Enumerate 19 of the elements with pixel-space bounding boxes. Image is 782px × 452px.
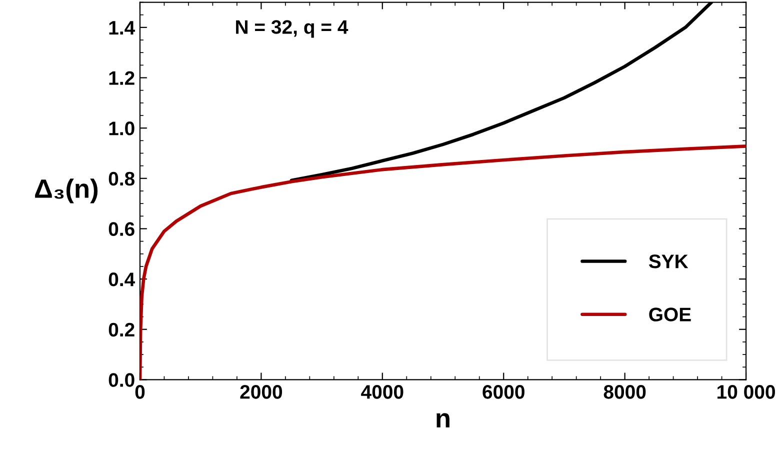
y-tick-label: 1.2 bbox=[109, 71, 134, 85]
y-tick-label: 0.0 bbox=[108, 373, 134, 387]
x-tick-label: 10 000 bbox=[718, 385, 775, 399]
y-tick-label: 0.2 bbox=[108, 322, 134, 337]
x-tick-label: 4000 bbox=[361, 385, 404, 399]
y-axis-title: Δ₃(n) bbox=[35, 178, 98, 204]
y-tick-label: 0.6 bbox=[108, 222, 134, 236]
y-tick-label: 0.4 bbox=[108, 272, 136, 286]
x-tick-label: 0 bbox=[135, 385, 145, 399]
annotation: N = 32, q = 4 bbox=[236, 20, 348, 38]
x-tick-label: 6000 bbox=[482, 385, 524, 399]
y-tick-label: 1.0 bbox=[109, 122, 134, 136]
x-tick-label: 2000 bbox=[240, 385, 282, 399]
x-tick-label: 8000 bbox=[604, 385, 646, 399]
x-axis-title: n bbox=[436, 413, 450, 428]
legend-label: SYK bbox=[648, 254, 688, 268]
y-tick-label: 0.8 bbox=[108, 172, 135, 186]
legend-label: GOE bbox=[649, 308, 691, 322]
y-tick-label: 1.4 bbox=[109, 21, 136, 34]
